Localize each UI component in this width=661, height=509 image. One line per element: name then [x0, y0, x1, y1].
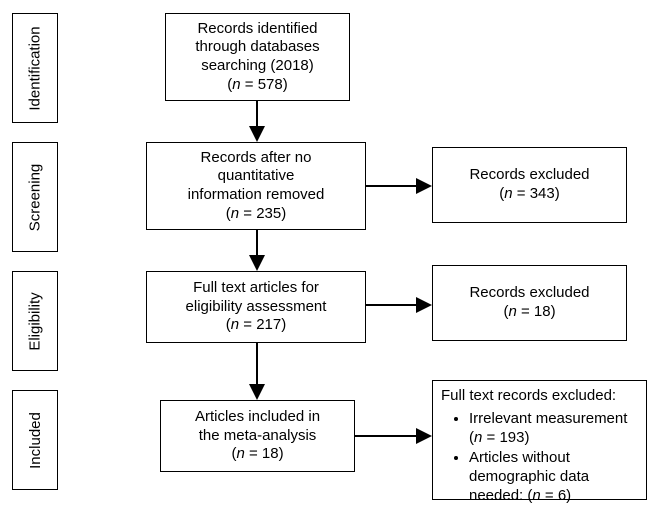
n4r-b1a: Irrelevant [469, 410, 532, 427]
n4r-b2a: Articles without [469, 449, 570, 466]
node-screened: Records after no quantitative informatio… [146, 142, 366, 230]
flowchart-canvas: Identification Screening Eligibility Inc… [0, 0, 661, 509]
n1-n: n [232, 76, 240, 93]
stage-eligibility: Eligibility [12, 271, 58, 371]
n1-l2: through databases [195, 38, 319, 55]
n4-l2: the meta-analysis [199, 427, 317, 444]
node-identified: Records identified through databases sea… [165, 13, 350, 101]
n4r-bullets: Irrelevant measurement (n = 193) Article… [441, 410, 638, 506]
n3r-neq: = 18 [517, 303, 551, 320]
n3r-n: n [508, 303, 516, 320]
n4-l1: Articles included in [195, 408, 320, 425]
node-eligibility-excluded: Records excluded (n = 18) [432, 265, 627, 341]
n4r-b2b: demographic data [469, 468, 589, 485]
n3r-l1: Records excluded [469, 284, 589, 301]
n2-l3: information removed [188, 186, 325, 203]
n1-neq: = 578 [241, 76, 283, 93]
node-eligibility: Full text articles for eligibility asses… [146, 271, 366, 343]
n2-n: n [231, 205, 239, 222]
n4r-b1v: 193) [499, 429, 529, 446]
n2r-n: n [504, 185, 512, 202]
n2r-l1: Records excluded [469, 166, 589, 183]
n4r-b2n: n [532, 487, 540, 504]
stage-screening: Screening [12, 142, 58, 252]
n2-l2: quantitative [218, 167, 295, 184]
n4r-b2eq: = 6) [541, 487, 571, 504]
n3-l2: eligibility assessment [186, 298, 327, 315]
stage-screening-text: Screening [27, 163, 44, 231]
n4r-b2: Articles without demographic data needed… [469, 449, 638, 505]
n4-n: n [236, 445, 244, 462]
n4r-b1eq: = [482, 429, 499, 446]
n2-neq: = 235 [239, 205, 281, 222]
n1-l1: Records identified [197, 20, 317, 37]
stage-identification-text: Identification [27, 26, 44, 110]
stage-included-text: Included [27, 412, 44, 469]
n3-neq: = 217 [239, 316, 281, 333]
stage-eligibility-text: Eligibility [27, 292, 44, 350]
n4r-title: Full text records excluded: [441, 387, 616, 404]
node-included-excluded: Full text records excluded: Irrelevant m… [432, 380, 647, 500]
n3-l1: Full text articles for [193, 279, 319, 296]
n3-n: n [231, 316, 239, 333]
n2r-neq: = 343 [513, 185, 555, 202]
n4r-b2c: needed: ( [469, 487, 532, 504]
n2-l1: Records after no [201, 149, 312, 166]
n4r-b1: Irrelevant measurement (n = 193) [469, 410, 638, 448]
stage-included: Included [12, 390, 58, 490]
node-included: Articles included in the meta-analysis (… [160, 400, 355, 472]
n1-l3: searching (2018) [201, 57, 314, 74]
n4-neq: = 18 [245, 445, 279, 462]
stage-identification: Identification [12, 13, 58, 123]
node-screened-excluded: Records excluded (n = 343) [432, 147, 627, 223]
